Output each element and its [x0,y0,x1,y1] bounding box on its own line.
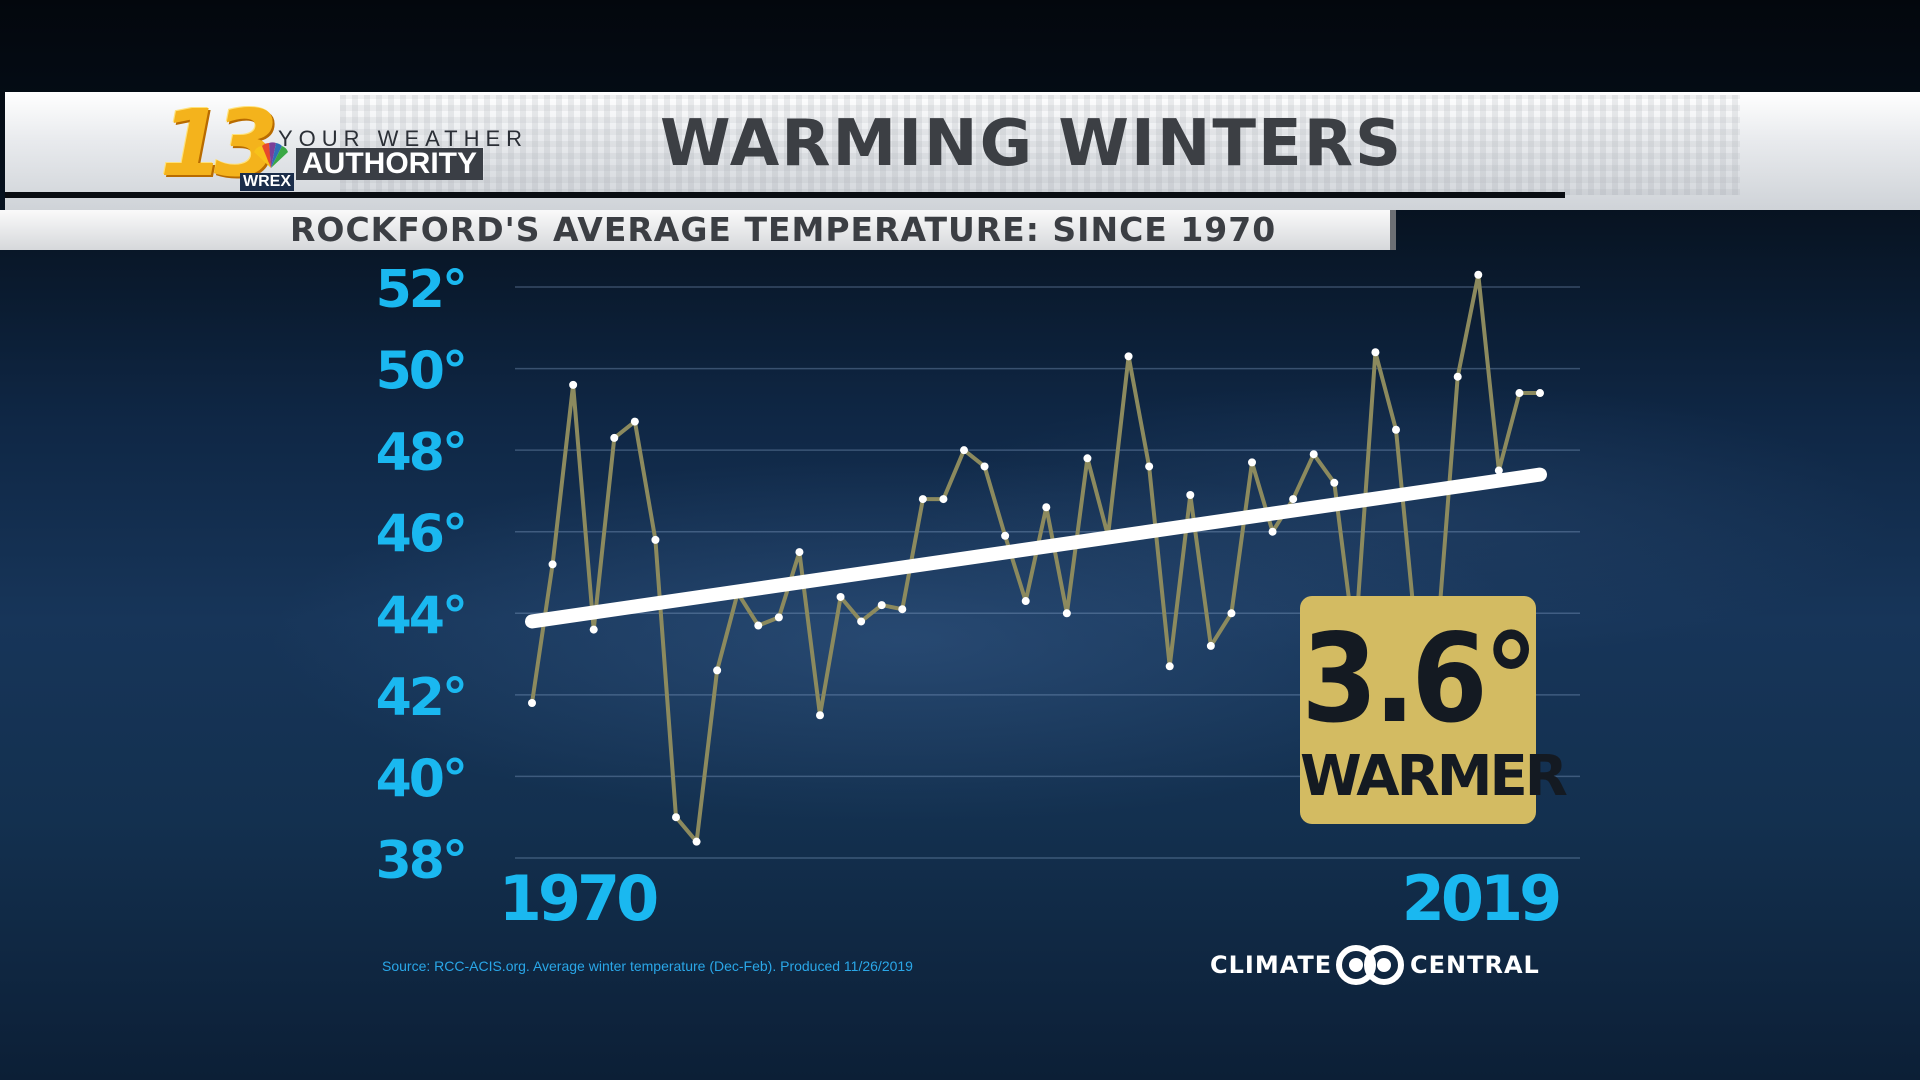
y-axis-ticks: 38° 40° 42° 44° 46° 48° 50° 52° [376,260,468,891]
x-tick-label: 1970 [499,862,657,935]
data-point [1309,450,1318,459]
data-point [548,560,557,569]
trend-line-group [525,467,1547,629]
banner-divider [5,192,1565,198]
y-tick-label: 40° [376,749,465,809]
logo-tagline-top: YOUR WEATHER [278,126,529,151]
station-call-letters: WREX [240,173,294,191]
data-point [1021,597,1030,606]
data-point [754,621,763,630]
x-axis-ticks: 1970 2019 [499,862,1563,935]
data-point [630,417,639,426]
data-point [528,699,536,708]
data-point [857,617,866,626]
data-point [898,605,907,614]
data-point [733,588,742,597]
y-tick-label: 38° [376,831,465,891]
y-tick-label: 50° [376,342,465,402]
data-point [589,625,598,634]
data-point [816,711,824,720]
peacock-icon [254,142,288,168]
data-point [877,601,886,610]
data-point [1248,458,1256,467]
data-point [980,462,989,471]
data-point [1494,466,1503,475]
data-point [1104,531,1112,540]
y-tick-label: 48° [376,423,465,483]
data-point [1186,491,1195,500]
data-point [960,446,968,455]
data-point [1474,270,1483,279]
data-point [1042,503,1051,512]
data-point [692,837,701,846]
data-point [1371,348,1380,357]
data-point [1001,531,1010,540]
data-point [1227,609,1236,618]
data-point [713,666,722,675]
subtitle-banner [0,210,1396,250]
callout-label: WARMER [1300,744,1568,809]
trend-line [525,467,1547,629]
brand-name-left: CLIMATE [1210,951,1333,979]
y-tick-label: 46° [376,505,465,565]
data-point [1330,478,1339,487]
data-point [918,495,927,504]
data-point [610,433,619,442]
data-point [1083,454,1092,463]
data-point [795,548,804,557]
data-point [1289,495,1298,504]
brand-name-right: CENTRAL [1410,951,1540,979]
logo-tagline-bottom: AUTHORITY [296,148,483,180]
chart-subtitle: ROCKFORD'S AVERAGE TEMPERATURE: SINCE 19… [290,210,1277,249]
data-point [1392,425,1400,434]
y-tick-label: 42° [376,668,465,728]
data-point [1124,352,1133,361]
data-point [1145,462,1154,471]
data-point [1165,662,1174,671]
data-point [836,592,845,601]
y-tick-label: 52° [376,260,465,320]
warming-callout: 3.6° WARMER [1300,596,1568,824]
x-tick-label: 2019 [1402,862,1559,935]
data-point [1206,641,1215,650]
data-point [1536,389,1544,398]
data-point [939,495,948,504]
callout-value: 3.6° [1301,608,1538,750]
source-note: Source: RCC-ACIS.org. Average winter tem… [382,958,913,974]
data-point [569,380,578,389]
data-point [1453,372,1462,381]
data-point [1515,389,1524,398]
page-title: WARMING WINTERS [660,107,1404,181]
data-point [1062,609,1071,618]
data-point [774,613,783,622]
data-point [1268,527,1277,536]
data-point [651,535,660,544]
climate-central-logo-icon [1336,945,1404,985]
banner-texture [340,95,1740,195]
y-tick-label: 44° [376,586,465,646]
data-point [672,813,680,822]
